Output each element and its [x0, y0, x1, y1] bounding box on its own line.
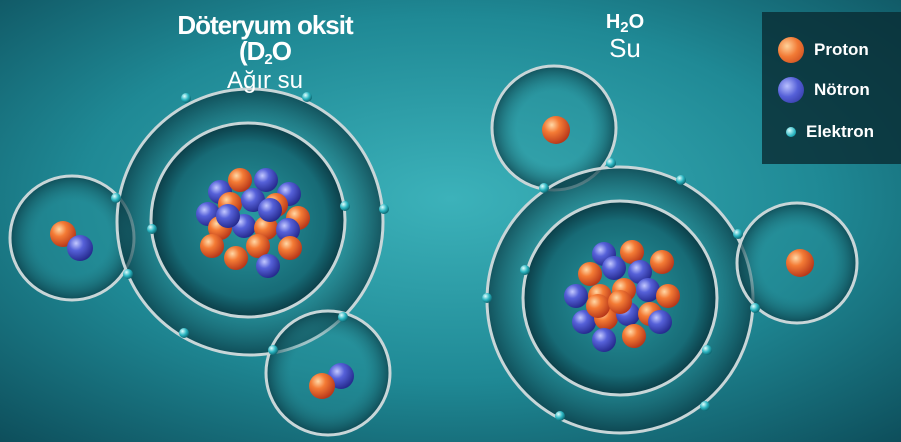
- legend-item-proton: Proton: [778, 36, 869, 64]
- heavy-water-formula: Döteryum oksit (D2O: [177, 10, 353, 68]
- legend-item-neutron: Nötron: [778, 76, 870, 104]
- water-molecule: [482, 64, 859, 435]
- legend-label-neutron: Nötron: [814, 80, 870, 99]
- legend-label-proton: Proton: [814, 40, 869, 59]
- oxygen-atom-heavy: [115, 87, 385, 357]
- oxygen-nucleus: [564, 240, 680, 352]
- heavy-water-molecule: [8, 87, 392, 437]
- oxygen-atom: [485, 165, 755, 435]
- water-formula: H2O: [605, 11, 645, 36]
- heavy-water-title: Döteryum oksit (D2O Ağır su: [160, 12, 370, 93]
- water-title: H2O Su: [580, 12, 670, 61]
- heavy-water-name: Ağır su: [226, 67, 304, 94]
- deuterium-atom-bottom: [264, 309, 392, 437]
- neutron-icon: [778, 77, 804, 103]
- legend: Proton Nötron Elektron: [762, 12, 901, 164]
- water-electrons: [482, 158, 760, 421]
- hydrogen-atom-right: [735, 201, 859, 325]
- legend-item-electron: Elektron: [778, 118, 874, 146]
- neutron: [67, 235, 93, 261]
- proton: [542, 116, 570, 144]
- legend-label-electron: Elektron: [806, 122, 875, 141]
- proton: [786, 249, 814, 277]
- electron-icon: [786, 127, 796, 137]
- heavy-water-electrons: [111, 92, 389, 355]
- oxygen-nucleus: [196, 168, 310, 278]
- water-name: Su: [609, 33, 641, 63]
- proton-icon: [778, 37, 804, 63]
- proton: [309, 373, 335, 399]
